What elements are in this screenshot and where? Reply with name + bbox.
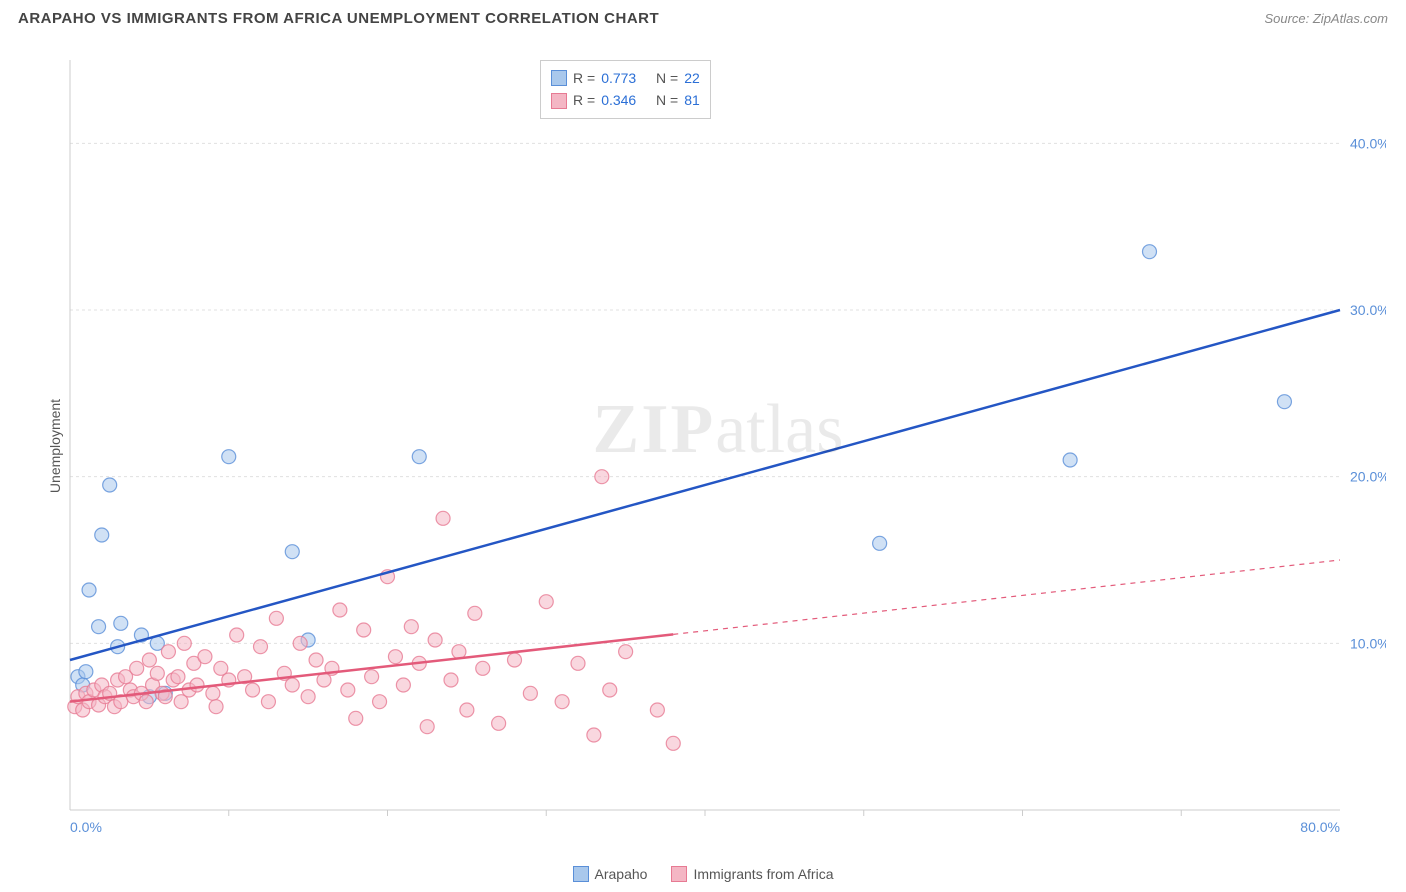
- series-legend: Arapaho Immigrants from Africa: [0, 866, 1406, 882]
- scatter-plot: 10.0% 20.0% 30.0% 40.0% 0.0% 80.0%: [50, 50, 1386, 842]
- chart-area: 10.0% 20.0% 30.0% 40.0% 0.0% 80.0% R = 0.773 …: [50, 50, 1386, 842]
- stats-legend: R = 0.773 N = 22 R = 0.346 N = 81: [540, 60, 711, 119]
- svg-text:40.0%: 40.0%: [1350, 135, 1386, 151]
- svg-text:80.0%: 80.0%: [1300, 819, 1340, 835]
- chart-header: ARAPAHO VS IMMIGRANTS FROM AFRICA UNEMPL…: [0, 0, 1406, 33]
- svg-text:0.0%: 0.0%: [70, 819, 102, 835]
- svg-text:10.0%: 10.0%: [1350, 635, 1386, 651]
- stats-legend-row: R = 0.346 N = 81: [551, 89, 700, 111]
- stats-legend-row: R = 0.773 N = 22: [551, 67, 700, 89]
- legend-item: Arapaho: [573, 866, 648, 882]
- svg-text:20.0%: 20.0%: [1350, 469, 1386, 485]
- legend-item: Immigrants from Africa: [671, 866, 833, 882]
- svg-text:30.0%: 30.0%: [1350, 302, 1386, 318]
- chart-title: ARAPAHO VS IMMIGRANTS FROM AFRICA UNEMPL…: [18, 10, 659, 27]
- chart-source: Source: ZipAtlas.com: [1264, 11, 1388, 26]
